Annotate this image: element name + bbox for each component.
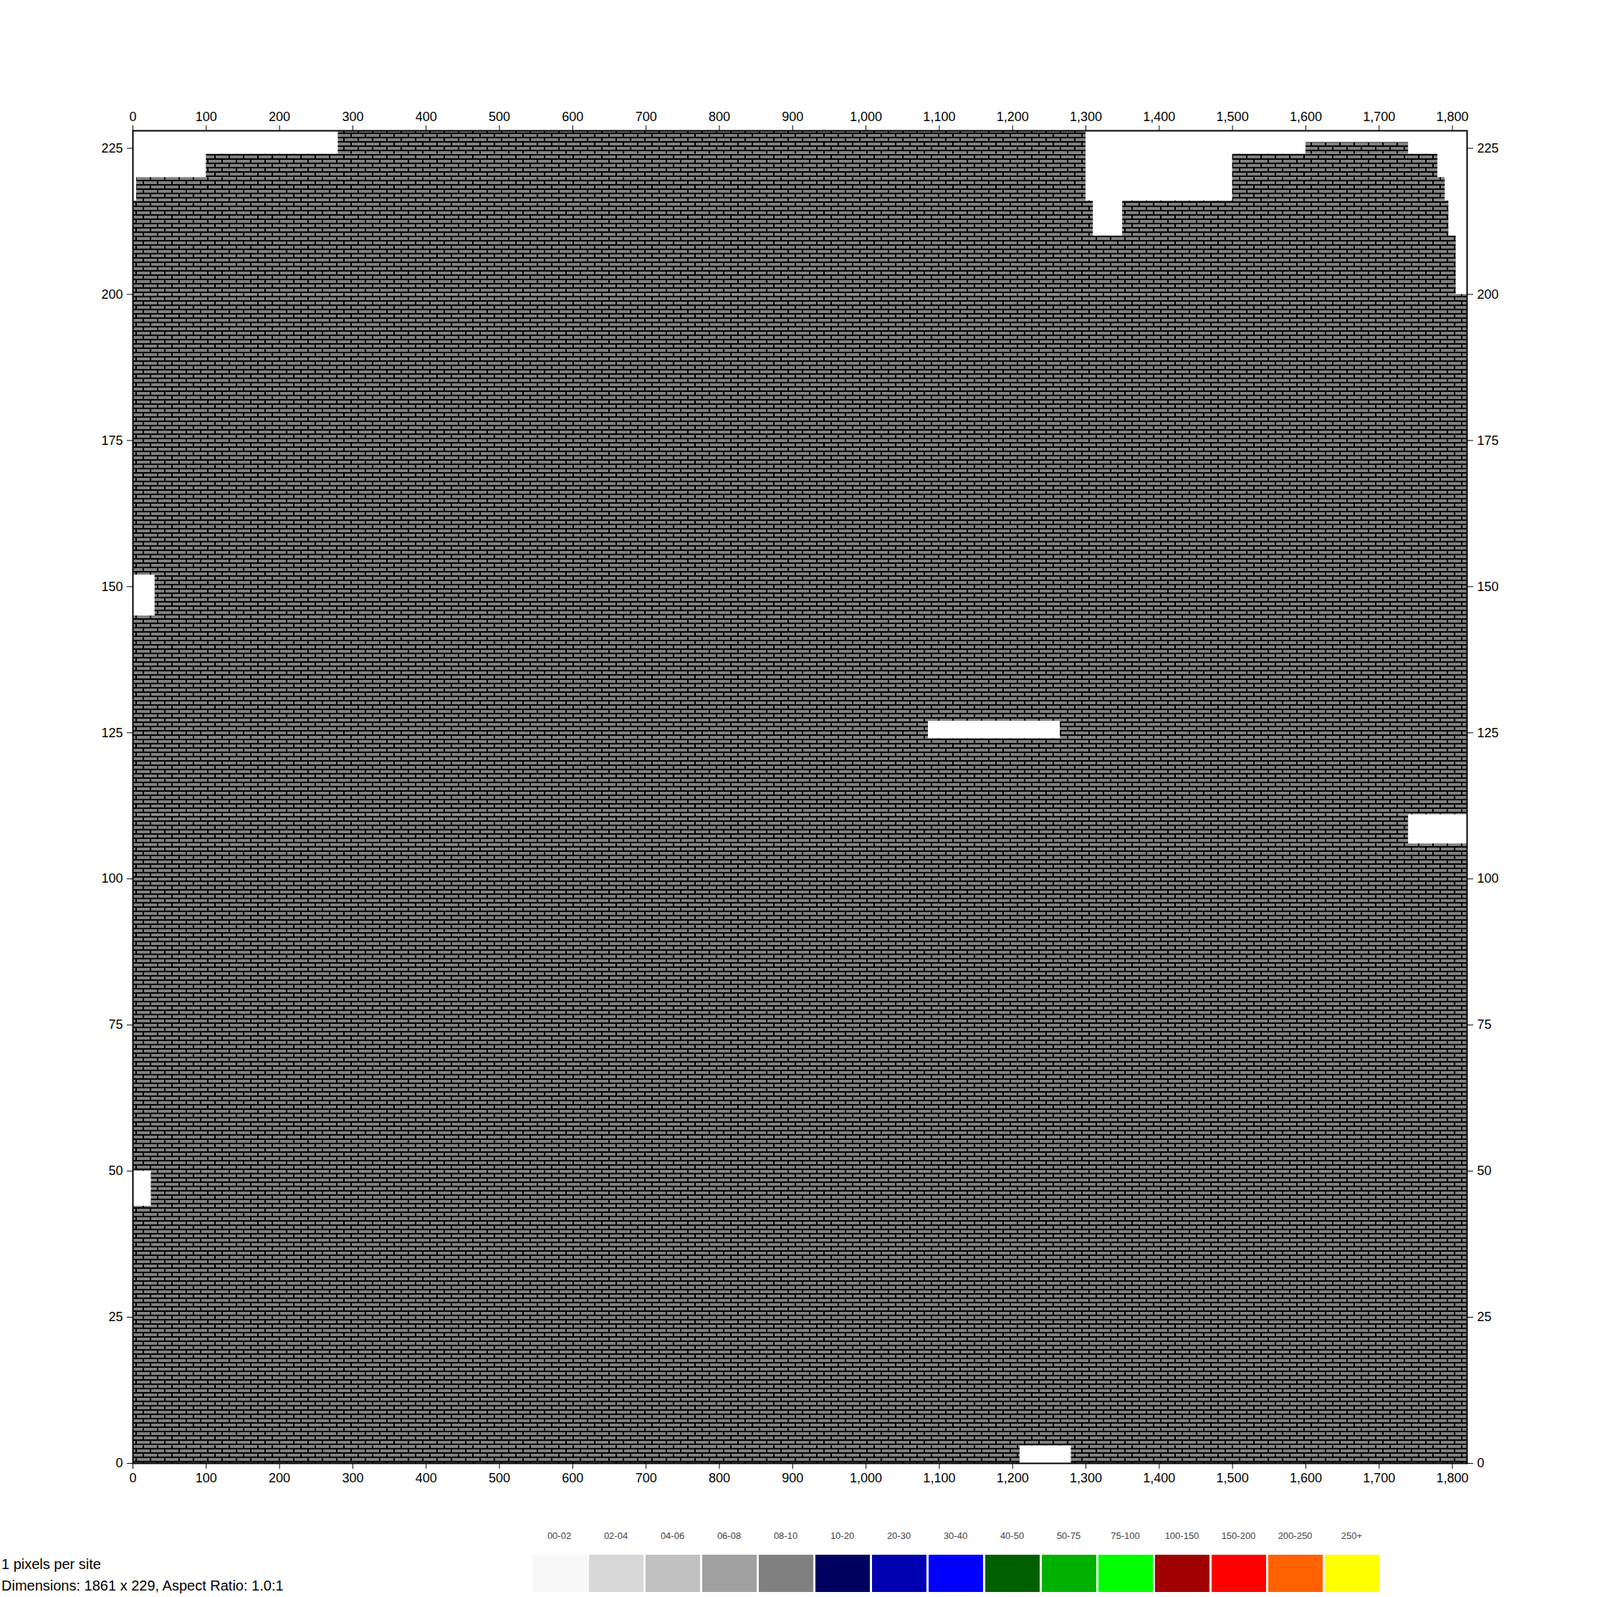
svg-text:1,500: 1,500 [1216,109,1249,124]
html-text:75-100: 75-100 [1110,1530,1140,1542]
html-text:100-150: 100-150 [1164,1530,1200,1542]
svg-text:1,700: 1,700 [1362,109,1396,124]
svg-text:700: 700 [635,1471,658,1486]
html-text:150-200: 150-200 [1221,1530,1256,1542]
html-text:02-04: 02-04 [603,1530,628,1542]
svg-text:600: 600 [561,109,584,124]
svg-text:100: 100 [195,109,218,124]
svg-text:700: 700 [635,109,658,124]
svg-text:800: 800 [708,1471,731,1486]
svg-text:75: 75 [108,1017,123,1032]
svg-text:0: 0 [128,1471,137,1486]
svg-text:400: 400 [415,109,438,124]
html-text:08-10: 08-10 [773,1530,798,1542]
svg-text:1,400: 1,400 [1142,109,1176,124]
html-text:Dimensions: 1861 x 229, Aspect: Dimensions: 1861 x 229, Aspect Ratio: 1.… [1,1577,284,1594]
html-text:1 pixels per site: 1 pixels per site [1,1556,102,1573]
svg-text:1,600: 1,600 [1289,1471,1322,1486]
svg-text:0: 0 [128,109,137,124]
svg-text:300: 300 [341,109,364,124]
svg-text:1,000: 1,000 [849,1471,883,1486]
html-text:04-06: 04-06 [660,1530,685,1542]
svg-text:100: 100 [101,871,123,886]
svg-text:1,000: 1,000 [849,109,883,124]
svg-text:200: 200 [268,109,291,124]
svg-text:100: 100 [1477,871,1499,886]
svg-text:1,300: 1,300 [1069,109,1103,124]
html-text:20-30: 20-30 [886,1530,911,1542]
svg-text:125: 125 [101,725,123,741]
html-text:30-40: 30-40 [943,1530,968,1542]
svg-text:1,100: 1,100 [922,109,956,124]
svg-text:1,600: 1,600 [1289,109,1322,124]
svg-text:75: 75 [1477,1017,1492,1032]
svg-text:50: 50 [1477,1163,1492,1178]
svg-text:50: 50 [108,1163,123,1178]
svg-text:25: 25 [108,1309,123,1325]
svg-text:0: 0 [1477,1455,1485,1471]
svg-text:25: 25 [1477,1309,1492,1325]
svg-text:1,500: 1,500 [1216,1471,1249,1486]
svg-text:200: 200 [1477,287,1499,302]
svg-text:150: 150 [101,579,123,594]
html-text:40-50: 40-50 [1000,1530,1024,1542]
svg-text:800: 800 [708,109,731,124]
svg-text:600: 600 [561,1471,584,1486]
html-text:06-08: 06-08 [717,1530,741,1542]
svg-text:400: 400 [415,1471,438,1486]
svg-text:200: 200 [268,1471,291,1486]
html-text:250+: 250+ [1341,1530,1363,1542]
svg-text:1,800: 1,800 [1436,1471,1469,1486]
svg-text:1,200: 1,200 [996,109,1029,124]
html-text:200-250: 200-250 [1277,1530,1313,1542]
svg-text:150: 150 [1477,579,1499,594]
html-text:10-20: 10-20 [830,1530,855,1542]
svg-text:900: 900 [781,109,804,124]
svg-text:900: 900 [781,1471,804,1486]
svg-text:1,200: 1,200 [996,1471,1029,1486]
svg-text:1,700: 1,700 [1362,1471,1396,1486]
svg-text:175: 175 [101,433,123,448]
svg-text:225: 225 [1477,141,1499,156]
svg-text:125: 125 [1477,725,1499,741]
html-text:00-02: 00-02 [547,1530,572,1542]
svg-text:1,300: 1,300 [1069,1471,1103,1486]
svg-text:200: 200 [101,287,123,302]
html-text:50-75: 50-75 [1056,1530,1081,1542]
svg-text:175: 175 [1477,433,1499,448]
svg-text:1,400: 1,400 [1142,1471,1176,1486]
svg-text:1,800: 1,800 [1436,109,1469,124]
svg-text:100: 100 [195,1471,218,1486]
svg-text:1,100: 1,100 [922,1471,956,1486]
svg-text:0: 0 [115,1455,123,1471]
svg-text:300: 300 [341,1471,364,1486]
svg-text:225: 225 [101,141,123,156]
svg-text:500: 500 [488,109,511,124]
svg-text:500: 500 [488,1471,511,1486]
